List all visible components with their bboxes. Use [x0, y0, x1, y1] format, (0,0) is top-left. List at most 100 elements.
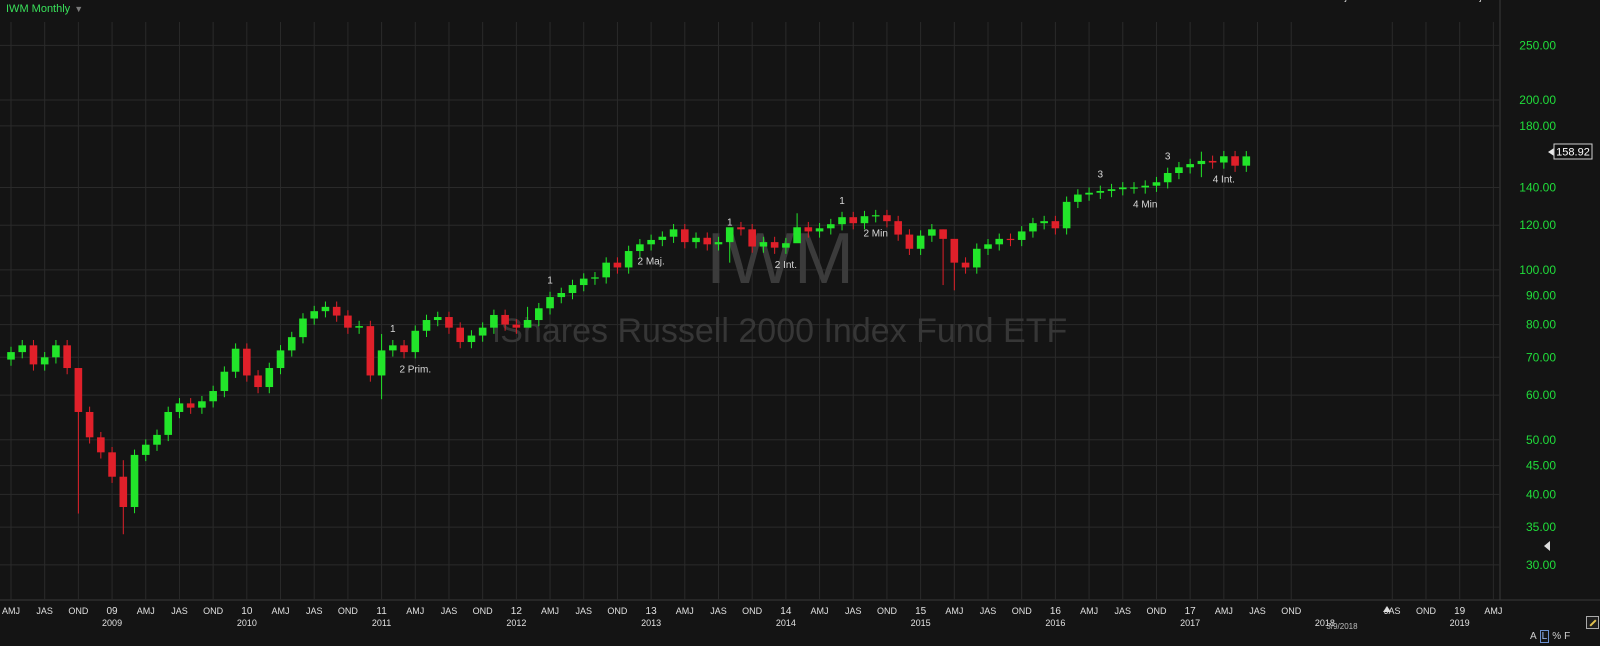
x-tick-label: OND — [877, 606, 898, 616]
current-bar-marker — [1383, 606, 1391, 612]
x-tick-label: OND — [1146, 606, 1167, 616]
x-tick-label: JAS — [1115, 606, 1132, 616]
chevron-down-icon[interactable]: ▼ — [74, 4, 84, 14]
x-tick-label: AMJ — [1215, 606, 1233, 616]
candle-body — [849, 217, 858, 224]
x-tick-label: JAS — [1249, 606, 1266, 616]
candle-body — [7, 352, 15, 360]
candle-body — [175, 403, 184, 412]
time-axis[interactable]: 8AMJJASOND09AMJJASOND10AMJJASOND11AMJJAS… — [0, 606, 1502, 628]
candle-body — [871, 215, 880, 217]
candle-body — [344, 315, 352, 328]
x-tick-label: 09 — [107, 606, 119, 617]
candle-body — [1074, 194, 1082, 202]
x-tick-label: AMJ — [945, 606, 963, 616]
candle-body — [1051, 221, 1060, 229]
year-label: 2019 — [1450, 618, 1470, 628]
y-tick-label: 50.00 — [1526, 433, 1556, 447]
candle-body — [445, 317, 453, 328]
candle-body — [995, 238, 1004, 245]
candle-body — [310, 311, 319, 319]
candle-body — [894, 221, 902, 235]
candle-body — [602, 262, 610, 278]
x-tick-label: AMJ — [676, 606, 694, 616]
chart-title-label: IWM Monthly — [6, 3, 71, 15]
y-tick-label: 90.00 — [1526, 289, 1556, 303]
x-tick-label: OND — [473, 606, 494, 616]
log-scale-button[interactable]: L — [1539, 630, 1550, 643]
x-tick-label: 16 — [1050, 606, 1062, 617]
candle-body — [501, 314, 509, 325]
fit-scale-button[interactable]: F — [1564, 631, 1571, 642]
candle-body — [624, 251, 633, 268]
candle-body — [1118, 187, 1127, 190]
x-tick-label: JAS — [171, 606, 188, 616]
candle-body — [737, 227, 745, 230]
last-price-marker: 158.92 — [1548, 143, 1593, 160]
x-tick-label: JAS — [575, 606, 592, 616]
scroll-marker[interactable] — [1544, 541, 1550, 551]
candle-body — [905, 234, 914, 249]
candle-body — [928, 229, 936, 236]
year-label: 2017 — [1180, 618, 1200, 628]
year-label: 2016 — [1045, 618, 1065, 628]
x-tick-label: OND — [1281, 606, 1302, 616]
auto-scale-button[interactable]: A — [1530, 631, 1537, 642]
x-tick-label: AMJ — [406, 606, 424, 616]
x-tick-label: JAS — [845, 606, 862, 616]
candle-body — [636, 244, 644, 252]
year-label: 2014 — [776, 618, 796, 628]
candle-body — [490, 314, 498, 328]
year-label: 2013 — [641, 618, 661, 628]
wave-label: 2 Min — [863, 228, 887, 239]
candle-body — [613, 262, 622, 268]
x-tick-label: OND — [1012, 606, 1033, 616]
x-tick-label: JAS — [980, 606, 997, 616]
wave-label: 3 — [1165, 152, 1171, 163]
wave-label: 1 — [390, 324, 396, 335]
candle-body — [591, 277, 599, 279]
percent-scale-button[interactable]: % — [1552, 631, 1562, 642]
wave-label: 2 Int. — [1595, 0, 1600, 3]
candle-body — [714, 242, 723, 245]
candle-body — [669, 229, 678, 237]
candle-body — [782, 243, 790, 248]
price-axis[interactable]: 30.00 35.00 40.00 45.00 50.00 60.00 70.00 80.00… — [1519, 38, 1556, 572]
wave-label: 4 Maj. — [1457, 0, 1484, 3]
candle-body — [579, 278, 588, 286]
candle-body — [186, 403, 195, 408]
candle-body — [1130, 187, 1138, 189]
candle-body — [647, 239, 655, 245]
candle-body — [916, 235, 925, 249]
y-tick-label: 40.00 — [1526, 487, 1556, 501]
current-date-label: 3/9/2018 — [1326, 622, 1358, 631]
x-tick-label: JAS — [306, 606, 323, 616]
x-tick-label: 15 — [915, 606, 927, 617]
last-price-box — [1553, 143, 1593, 160]
candle-body — [85, 411, 94, 438]
chart-title[interactable]: IWM Monthly ▼ — [6, 3, 83, 15]
x-tick-label: AMJ — [2, 606, 20, 616]
x-tick-label: JAS — [36, 606, 53, 616]
y-tick-label: 180.00 — [1519, 119, 1556, 133]
candle-body — [1231, 156, 1239, 166]
year-label: 2015 — [911, 618, 931, 628]
x-tick-label: 12 — [511, 606, 523, 617]
candle-body — [153, 434, 161, 445]
candle-body — [366, 326, 375, 376]
candle-body — [860, 216, 869, 224]
candle-body — [377, 350, 386, 376]
year-label: 2010 — [237, 618, 257, 628]
candle-body — [74, 368, 83, 412]
candle-body — [1141, 185, 1150, 188]
x-tick-label: JAS — [1384, 606, 1401, 616]
y-tick-label: 35.00 — [1526, 520, 1556, 534]
candle-body — [1107, 189, 1116, 191]
candle-body — [467, 335, 476, 343]
candle-body — [456, 327, 464, 343]
candle-body — [826, 224, 835, 229]
wave-label: 1 — [839, 196, 845, 207]
x-tick-label: 19 — [1454, 606, 1466, 617]
candle-body — [1197, 160, 1206, 165]
pencil-icon[interactable] — [1586, 616, 1599, 629]
